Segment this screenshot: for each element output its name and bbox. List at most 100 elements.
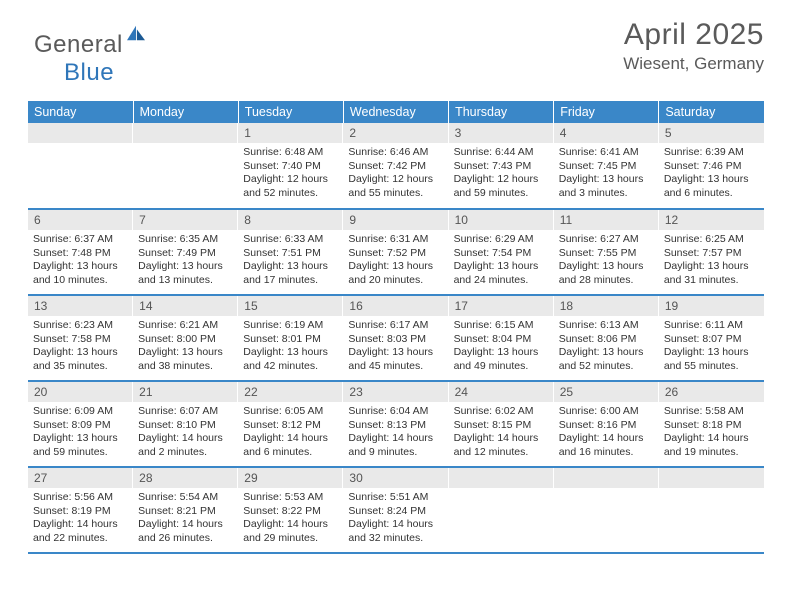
day-body: Sunrise: 6:13 AMSunset: 8:06 PMDaylight:… (554, 316, 659, 378)
day-body: Sunrise: 6:37 AMSunset: 7:48 PMDaylight:… (28, 230, 133, 292)
calendar-day-cell: 16Sunrise: 6:17 AMSunset: 8:03 PMDayligh… (343, 295, 448, 381)
sunset-text: Sunset: 8:24 PM (348, 505, 443, 519)
sunset-text: Sunset: 7:48 PM (33, 247, 128, 261)
sunrise-text: Sunrise: 6:17 AM (348, 319, 443, 333)
sunrise-text: Sunrise: 6:02 AM (454, 405, 549, 419)
weekday-header-row: Sunday Monday Tuesday Wednesday Thursday… (28, 101, 764, 123)
day-number: 7 (133, 210, 238, 230)
daylight-text: Daylight: 14 hours and 12 minutes. (454, 432, 549, 459)
sunrise-text: Sunrise: 6:09 AM (33, 405, 128, 419)
sunset-text: Sunset: 7:52 PM (348, 247, 443, 261)
day-body: Sunrise: 6:07 AMSunset: 8:10 PMDaylight:… (133, 402, 238, 464)
sunrise-text: Sunrise: 5:53 AM (243, 491, 338, 505)
calendar-day-cell: 6Sunrise: 6:37 AMSunset: 7:48 PMDaylight… (28, 209, 133, 295)
sunrise-text: Sunrise: 6:37 AM (33, 233, 128, 247)
day-body: Sunrise: 6:46 AMSunset: 7:42 PMDaylight:… (343, 143, 448, 205)
day-number: 29 (238, 468, 343, 488)
day-body: Sunrise: 6:09 AMSunset: 8:09 PMDaylight:… (28, 402, 133, 464)
calendar-day-cell: 28Sunrise: 5:54 AMSunset: 8:21 PMDayligh… (133, 467, 238, 553)
day-number: 4 (554, 123, 659, 143)
sunrise-text: Sunrise: 6:00 AM (559, 405, 654, 419)
calendar-day-cell: 27Sunrise: 5:56 AMSunset: 8:19 PMDayligh… (28, 467, 133, 553)
weekday-header: Monday (133, 101, 238, 123)
day-number: 17 (449, 296, 554, 316)
calendar-table: Sunday Monday Tuesday Wednesday Thursday… (28, 101, 764, 554)
day-body: Sunrise: 6:23 AMSunset: 7:58 PMDaylight:… (28, 316, 133, 378)
sunset-text: Sunset: 7:43 PM (454, 160, 549, 174)
sunset-text: Sunset: 8:16 PM (559, 419, 654, 433)
day-number: 28 (133, 468, 238, 488)
page-header: GeneralBlue April 2025 Wiesent, Germany (28, 18, 764, 87)
calendar-day-cell (133, 123, 238, 209)
daylight-text: Daylight: 13 hours and 20 minutes. (348, 260, 443, 287)
day-number-empty (554, 468, 659, 488)
day-number: 3 (449, 123, 554, 143)
day-body: Sunrise: 6:19 AMSunset: 8:01 PMDaylight:… (238, 316, 343, 378)
sunset-text: Sunset: 7:40 PM (243, 160, 338, 174)
daylight-text: Daylight: 14 hours and 6 minutes. (243, 432, 338, 459)
calendar-day-cell (554, 467, 659, 553)
calendar-day-cell: 20Sunrise: 6:09 AMSunset: 8:09 PMDayligh… (28, 381, 133, 467)
daylight-text: Daylight: 12 hours and 52 minutes. (243, 173, 338, 200)
sunrise-text: Sunrise: 6:23 AM (33, 319, 128, 333)
daylight-text: Daylight: 14 hours and 9 minutes. (348, 432, 443, 459)
day-number: 14 (133, 296, 238, 316)
day-number: 12 (659, 210, 764, 230)
day-number: 24 (449, 382, 554, 402)
day-number: 16 (343, 296, 448, 316)
daylight-text: Daylight: 12 hours and 55 minutes. (348, 173, 443, 200)
title-block: April 2025 Wiesent, Germany (623, 18, 764, 74)
weekday-header: Wednesday (343, 101, 448, 123)
day-number: 26 (659, 382, 764, 402)
day-number-empty (449, 468, 554, 488)
day-body: Sunrise: 6:25 AMSunset: 7:57 PMDaylight:… (659, 230, 764, 292)
calendar-day-cell: 17Sunrise: 6:15 AMSunset: 8:04 PMDayligh… (449, 295, 554, 381)
day-number: 20 (28, 382, 133, 402)
day-body: Sunrise: 6:27 AMSunset: 7:55 PMDaylight:… (554, 230, 659, 292)
calendar-day-cell: 22Sunrise: 6:05 AMSunset: 8:12 PMDayligh… (238, 381, 343, 467)
calendar-day-cell: 4Sunrise: 6:41 AMSunset: 7:45 PMDaylight… (554, 123, 659, 209)
calendar-day-cell: 25 Sunrise: 6:00 AMSunset: 8:16 PMDayligh… (554, 381, 659, 467)
sunset-text: Sunset: 8:15 PM (454, 419, 549, 433)
calendar-day-cell: 15Sunrise: 6:19 AMSunset: 8:01 PMDayligh… (238, 295, 343, 381)
day-number: 18 (554, 296, 659, 316)
sunset-text: Sunset: 7:45 PM (559, 160, 654, 174)
sunset-text: Sunset: 8:06 PM (559, 333, 654, 347)
sunset-text: Sunset: 8:01 PM (243, 333, 338, 347)
day-body: Sunrise: 5:51 AMSunset: 8:24 PMDaylight:… (343, 488, 448, 550)
brand-name-part2: Blue (64, 59, 114, 86)
calendar-day-cell: 11Sunrise: 6:27 AMSunset: 7:55 PMDayligh… (554, 209, 659, 295)
daylight-text: Daylight: 14 hours and 32 minutes. (348, 518, 443, 545)
day-number: 22 (238, 382, 343, 402)
daylight-text: Daylight: 13 hours and 10 minutes. (33, 260, 128, 287)
sunrise-text: Sunrise: 6:13 AM (559, 319, 654, 333)
sunrise-text: Sunrise: 6:29 AM (454, 233, 549, 247)
daylight-text: Daylight: 13 hours and 28 minutes. (559, 260, 654, 287)
calendar-day-cell: 5Sunrise: 6:39 AMSunset: 7:46 PMDaylight… (659, 123, 764, 209)
sunset-text: Sunset: 8:12 PM (243, 419, 338, 433)
daylight-text: Daylight: 14 hours and 16 minutes. (559, 432, 654, 459)
calendar-day-cell: 2Sunrise: 6:46 AMSunset: 7:42 PMDaylight… (343, 123, 448, 209)
sunset-text: Sunset: 8:10 PM (138, 419, 233, 433)
day-number: 23 (343, 382, 448, 402)
sunrise-text: Sunrise: 5:58 AM (664, 405, 759, 419)
day-body: Sunrise: 6:02 AMSunset: 8:15 PMDaylight:… (449, 402, 554, 464)
calendar-day-cell: 10Sunrise: 6:29 AMSunset: 7:54 PMDayligh… (449, 209, 554, 295)
calendar-day-cell: 26Sunrise: 5:58 AMSunset: 8:18 PMDayligh… (659, 381, 764, 467)
weekday-header: Saturday (659, 101, 764, 123)
day-body: Sunrise: 6:39 AMSunset: 7:46 PMDaylight:… (659, 143, 764, 205)
calendar-week-row: 20Sunrise: 6:09 AMSunset: 8:09 PMDayligh… (28, 381, 764, 467)
day-body: Sunrise: 5:53 AMSunset: 8:22 PMDaylight:… (238, 488, 343, 550)
brand-name: GeneralBlue (34, 24, 147, 87)
sunset-text: Sunset: 7:57 PM (664, 247, 759, 261)
day-body: Sunrise: 6:11 AMSunset: 8:07 PMDaylight:… (659, 316, 764, 378)
day-number: 25 (554, 382, 659, 402)
day-body: Sunrise: 6:48 AMSunset: 7:40 PMDaylight:… (238, 143, 343, 205)
sunset-text: Sunset: 8:04 PM (454, 333, 549, 347)
day-body: Sunrise: 6:15 AMSunset: 8:04 PMDaylight:… (449, 316, 554, 378)
sunset-text: Sunset: 7:54 PM (454, 247, 549, 261)
sunrise-text: Sunrise: 5:54 AM (138, 491, 233, 505)
daylight-text: Daylight: 13 hours and 38 minutes. (138, 346, 233, 373)
sunset-text: Sunset: 7:55 PM (559, 247, 654, 261)
daylight-text: Daylight: 13 hours and 49 minutes. (454, 346, 549, 373)
